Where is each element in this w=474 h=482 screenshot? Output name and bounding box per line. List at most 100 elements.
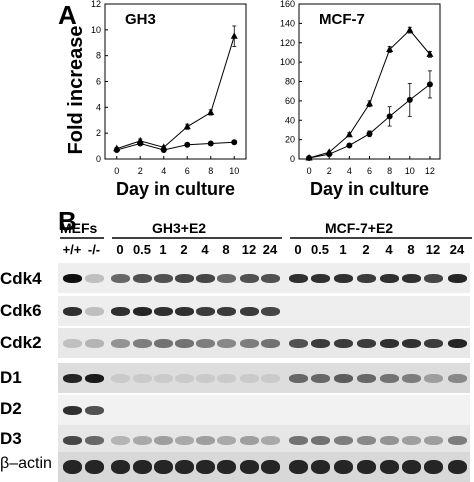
data-point-circle [137,140,144,147]
data-point-circle [386,113,393,120]
blot-strip-row-4 [58,395,470,425]
blot-band [62,435,82,445]
data-point-circle [306,155,313,162]
blot-band [401,273,421,283]
blot-band [239,460,259,474]
blot-band [239,273,259,283]
blot-band [447,273,467,283]
data-point-circle [426,81,433,88]
x-tick-label: 4 [161,166,166,176]
blot-band [153,338,173,348]
blot-band [216,338,236,348]
mcf7-lane-7: 24 [449,242,465,257]
blot-band [174,373,194,383]
blot-band [260,273,280,283]
blot-band [216,273,236,283]
blot-band [153,273,173,283]
blot-band [110,338,130,348]
blot-band [356,435,376,445]
blot-band [174,273,194,283]
blot-band [356,273,376,283]
row-label-cdk4: Cdk4 [0,269,42,288]
blot-band [310,460,330,474]
blot-band [310,435,330,445]
blot-band [132,373,152,383]
y-tick-label: 100 [280,57,295,67]
blot-band [62,460,82,474]
data-point-circle [207,140,214,147]
blot-band [333,460,353,474]
blot-band [239,435,259,445]
blot-band [356,373,376,383]
group-label-gh3: GH3+E2 [152,220,207,236]
row-label-d2: D2 [0,399,22,418]
blot-strip-row-0 [58,263,470,293]
blot-band [153,460,173,474]
data-point-triangle [406,26,414,33]
blot-band [333,373,353,383]
data-point-triangle [230,32,238,39]
panel-b-letter: B [58,206,77,236]
blot-band [174,338,194,348]
chart-title: GH3 [125,11,156,28]
blot-band [310,273,330,283]
blot-band [84,306,104,316]
blot-band [423,273,443,283]
series-line-circle [116,141,235,151]
blot-band [379,460,399,474]
data-point-triangle [183,122,191,130]
blot-band [216,306,236,316]
gh3-lane-5: 8 [222,242,230,257]
gh3-chart-group: 0 2 4 6 8 10 12 0 2 4 6 8 10 GH3 Day in culture [91,0,247,199]
chart-title: MCF-7 [319,11,365,28]
gh3-lane-0: 0 [116,242,124,257]
blot-strip-row-1 [58,296,470,326]
x-tick-label: 2 [327,166,332,176]
blot-band [132,273,152,283]
blot-band [288,273,308,283]
data-point-triangle [345,130,353,138]
data-point-triangle [386,45,394,53]
y-tick-label: 2 [96,128,101,138]
blot-band [62,306,82,316]
blot-band [310,338,330,348]
x-axis-label: Day in culture [310,179,429,199]
blot-band [84,338,104,348]
data-point-circle [160,146,167,153]
blot-band [260,373,280,383]
data-point-circle [366,130,373,137]
y-tick-label: 40 [285,115,295,125]
blot-band [379,373,399,383]
mcf7-lane-0: 0 [294,242,302,257]
x-tick-label: 6 [185,166,190,176]
row-label-beta-actin: β–actin [0,455,52,472]
blot-band [174,435,194,445]
panel-a-letter: A [58,0,77,30]
x-tick-label: 8 [208,166,213,176]
blot-band [447,338,467,348]
y-tick-label: 10 [91,25,101,35]
x-axis-label: Day in culture [116,179,235,199]
y-tick-label: 4 [96,102,101,112]
data-point-triangle [366,99,373,107]
x-tick-label: 0 [307,166,312,176]
blot-band [288,373,308,383]
data-point-circle [113,146,120,153]
gh3-lane-7: 24 [262,242,278,257]
blot-band [84,460,104,474]
blot-band [132,306,152,316]
blot-band [110,306,130,316]
blot-band [356,460,376,474]
blot-strip-row-6 [58,452,470,482]
y-tick-label: 120 [280,38,295,48]
blot-band [379,338,399,348]
blot-band [447,373,467,383]
x-tick-label: 0 [114,166,119,176]
blot-band [401,435,421,445]
blot-band [423,435,443,445]
y-tick-label: 8 [96,51,101,61]
blot-band [216,435,236,445]
blot-band [379,435,399,445]
blot-band [333,435,353,445]
mcf7-chart-group: 0 20 40 60 80 100 120 140 160 0 2 4 6 8 10 12 MCF-7 Day i… [280,0,441,199]
